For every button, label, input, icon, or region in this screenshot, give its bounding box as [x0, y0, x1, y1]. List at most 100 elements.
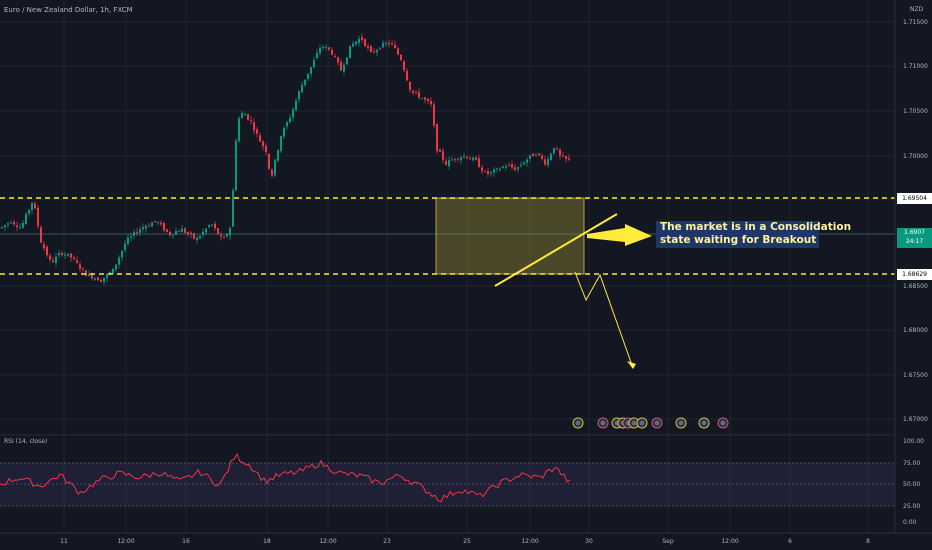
annotation-line-1: The market is in a Consolidation — [660, 221, 852, 233]
candle-body — [43, 244, 45, 249]
time-tick-label: 23 — [383, 538, 391, 545]
candle-body — [40, 227, 42, 243]
candle-body — [106, 274, 108, 279]
candle-body — [82, 268, 84, 270]
candle-body — [25, 213, 27, 224]
candle-body — [235, 140, 237, 191]
time-tick-label: 11 — [60, 538, 68, 545]
candle-body — [535, 154, 537, 156]
candle-body — [244, 114, 246, 116]
candle-body — [4, 224, 6, 228]
candle-body — [382, 42, 384, 48]
rsi-band — [0, 463, 895, 506]
current-price-value: 1.6907 — [904, 229, 925, 236]
time-tick-label: Sep — [662, 538, 674, 545]
annotation-callout[interactable]: The market is in a Consolidation state w… — [656, 221, 852, 248]
candle-body — [421, 98, 423, 100]
candle-body — [325, 46, 327, 49]
candle-body — [331, 49, 333, 55]
candle-body — [517, 167, 519, 170]
candle-body — [469, 158, 471, 160]
rsi-tick-label: 25.00 — [903, 503, 920, 510]
breakout-arrow — [587, 224, 652, 246]
candle-body — [178, 231, 180, 233]
candle-body — [427, 99, 429, 102]
candle-body — [145, 226, 147, 229]
candle-body — [553, 147, 555, 154]
candle-body — [556, 148, 558, 150]
candle-body — [118, 257, 120, 265]
candle-body — [322, 46, 324, 48]
candle-body — [157, 222, 159, 224]
price-tick-label: 1.67000 — [903, 416, 928, 423]
time-tick-label: 30 — [585, 538, 593, 545]
candle-body — [70, 253, 72, 258]
candle-body — [226, 233, 228, 237]
price-tick-label: 1.71500 — [903, 19, 928, 26]
symbol-title[interactable]: Euro / New Zealand Dollar, 1h, FXCM — [4, 6, 133, 14]
candle-body — [271, 170, 273, 176]
event-marker-center — [654, 420, 660, 426]
candle-body — [61, 252, 63, 255]
event-marker-center — [639, 420, 645, 426]
candle-body — [241, 112, 243, 119]
candle-body — [433, 104, 435, 126]
price-tick-label: 1.71000 — [903, 63, 928, 70]
candle-body — [466, 156, 468, 159]
rsi-title[interactable]: RSI (14, close) — [4, 438, 48, 445]
event-marker-center — [600, 420, 606, 426]
annotation-line-2: state waiting for Breakout — [660, 234, 817, 246]
candle-body — [307, 73, 309, 79]
candle-body — [163, 223, 165, 231]
candle-body — [55, 256, 57, 263]
candle-body — [274, 159, 276, 176]
candle-body — [397, 48, 399, 55]
rsi-tick-label: 75.00 — [903, 460, 920, 467]
candle-body — [229, 227, 231, 236]
candle-body — [91, 273, 93, 279]
candle-body — [430, 101, 432, 105]
price-axis-labels: 1.715001.710001.705001.700001.695001.685… — [903, 19, 928, 423]
candle-body — [238, 118, 240, 142]
candle-body — [85, 270, 87, 277]
candle-body — [193, 233, 195, 239]
event-markers[interactable] — [572, 417, 729, 429]
candle-body — [361, 37, 363, 40]
candle-body — [124, 243, 126, 251]
candle-body — [31, 202, 33, 211]
candle-body — [328, 47, 330, 50]
candle-body — [283, 127, 285, 137]
candle-body — [409, 81, 411, 90]
candle-body — [499, 169, 501, 171]
candle-body — [184, 228, 186, 233]
candle-body — [256, 129, 258, 134]
candle-body — [451, 159, 453, 161]
candle-body — [415, 91, 417, 93]
candle-body — [139, 229, 141, 233]
candle-body — [148, 225, 150, 227]
candle-body — [355, 41, 357, 45]
resistance-price-tag: 1.69504 — [897, 193, 932, 204]
candle-body — [406, 70, 408, 81]
candle-body — [97, 277, 99, 281]
candle-body — [151, 222, 153, 227]
candle-body — [319, 48, 321, 54]
candle-body — [394, 44, 396, 49]
candle-body — [211, 224, 213, 226]
candle-body — [76, 260, 78, 263]
candle-body — [385, 43, 387, 45]
candle-body — [478, 158, 480, 168]
time-tick-label: 18 — [263, 538, 271, 545]
candle-body — [532, 153, 534, 157]
candle-body — [490, 171, 492, 174]
candle-body — [292, 109, 294, 118]
consolidation-box — [435, 197, 585, 275]
projection-path — [574, 271, 634, 369]
candle-body — [565, 155, 567, 159]
candle-body — [475, 157, 477, 160]
candle-body — [214, 223, 216, 229]
rsi-line — [0, 453, 571, 503]
candle-body — [514, 167, 516, 171]
candle-body — [115, 264, 117, 270]
